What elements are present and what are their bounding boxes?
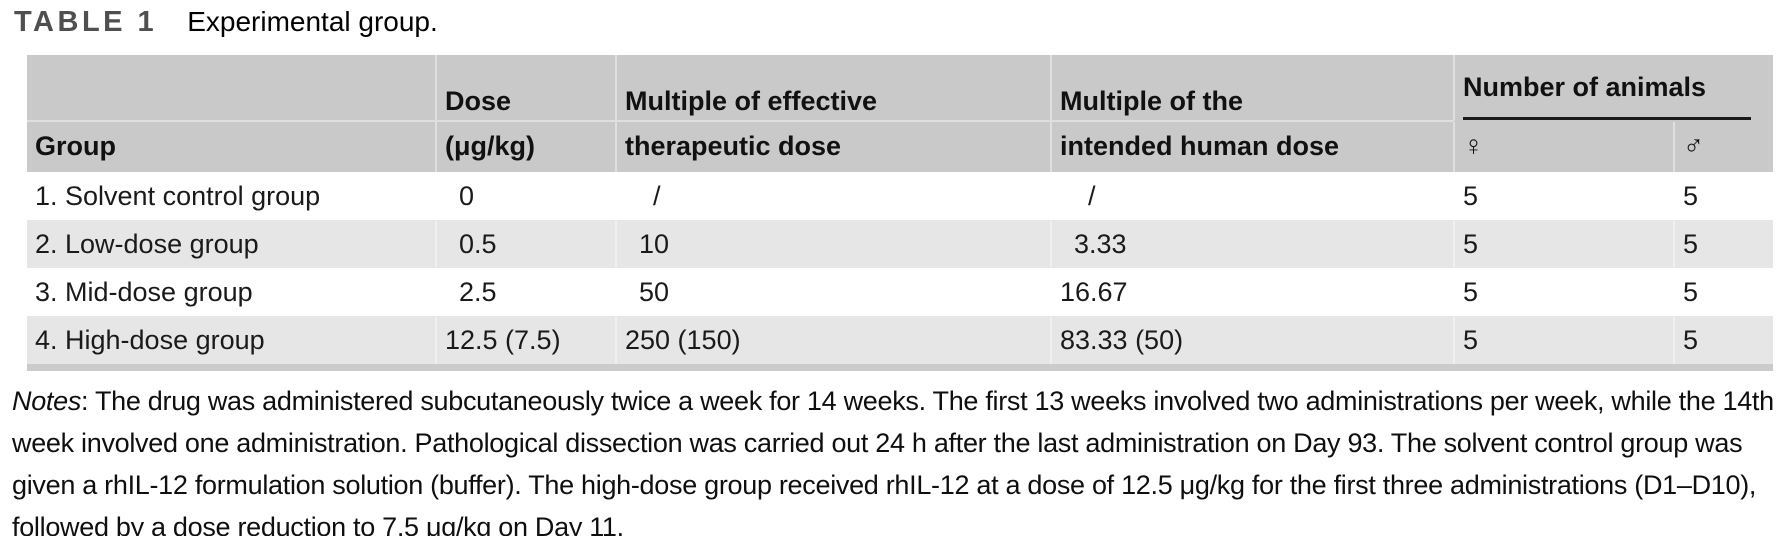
header-multiple-human-line2: intended human dose xyxy=(1050,122,1453,172)
cell-group: 4. High-dose group xyxy=(27,316,435,364)
cell-female-count: 5 xyxy=(1453,268,1673,316)
cell-female-count: 5 xyxy=(1453,220,1673,268)
cell-multiple-human: / xyxy=(1050,172,1453,220)
table-row-low-dose: 2. Low-dose group 0.5 10 3.33 5 5 xyxy=(27,220,1773,268)
cell-group: 3. Mid-dose group xyxy=(27,268,435,316)
cell-female-count: 5 xyxy=(1453,172,1673,220)
table-row-mid-dose: 3. Mid-dose group 2.5 50 16.67 5 5 xyxy=(27,268,1773,316)
header-row-bottom: Group (μg/kg) therapeutic dose intended … xyxy=(27,122,1773,172)
header-number-of-animals-group: Number of animals xyxy=(1453,55,1773,122)
female-icon: ♀ xyxy=(1453,122,1673,172)
cell-male-count: 5 xyxy=(1673,268,1773,316)
cell-male-count: 5 xyxy=(1673,172,1773,220)
cell-dose: 12.5 (7.5) xyxy=(435,316,615,364)
cell-male-count: 5 xyxy=(1673,220,1773,268)
number-of-animals-label: Number of animals xyxy=(1463,72,1707,102)
notes-line: given a rhIL-12 formulation solution (bu… xyxy=(12,470,1757,500)
cell-multiple-effective: / xyxy=(615,172,1050,220)
header-group-spacer xyxy=(27,55,435,122)
male-icon: ♂ xyxy=(1673,122,1773,172)
table-caption: Experimental group. xyxy=(187,6,438,37)
notes-line1-text: : The drug was administered subcutaneous… xyxy=(81,386,1774,416)
table-bottom-border xyxy=(27,364,1773,371)
cell-multiple-human: 3.33 xyxy=(1050,220,1453,268)
notes-label: Notes xyxy=(12,386,82,416)
table-row-high-dose: 4. High-dose group 12.5 (7.5) 250 (150) … xyxy=(27,316,1773,364)
table-number-label: TABLE 1 xyxy=(14,6,158,38)
header-multiple-effective-line2: therapeutic dose xyxy=(615,122,1050,172)
header-group: Group xyxy=(27,122,435,172)
cell-group: 2. Low-dose group xyxy=(27,220,435,268)
table-notes: Notes: The drug was administered subcuta… xyxy=(12,380,1774,536)
header-multiple-human-line1: Multiple of the xyxy=(1050,55,1453,122)
cell-multiple-effective: 10 xyxy=(615,220,1050,268)
table-title: TABLE 1 Experimental group. xyxy=(14,6,1780,42)
table-body: 1. Solvent control group 0 / / 5 5 2. Lo… xyxy=(27,172,1773,364)
cell-multiple-human: 16.67 xyxy=(1050,268,1453,316)
cell-dose: 0.5 xyxy=(435,220,615,268)
notes-line: week involved one administration. Pathol… xyxy=(12,428,1743,458)
cell-multiple-effective: 50 xyxy=(615,268,1050,316)
cell-dose: 2.5 xyxy=(435,268,615,316)
header-row-top: Dose Multiple of effective Multiple of t… xyxy=(27,55,1773,122)
experimental-group-table: Dose Multiple of effective Multiple of t… xyxy=(27,55,1773,364)
notes-line: followed by a dose reduction to 7.5 μg/k… xyxy=(12,512,624,536)
number-of-animals-rule xyxy=(1463,117,1751,120)
cell-male-count: 5 xyxy=(1673,316,1773,364)
cell-multiple-human: 83.33 (50) xyxy=(1050,316,1453,364)
cell-female-count: 5 xyxy=(1453,316,1673,364)
cell-group: 1. Solvent control group xyxy=(27,172,435,220)
header-dose-line1: Dose xyxy=(435,55,615,122)
header-dose-line2: (μg/kg) xyxy=(435,122,615,172)
table-header: Dose Multiple of effective Multiple of t… xyxy=(27,55,1773,172)
table-row-solvent-control: 1. Solvent control group 0 / / 5 5 xyxy=(27,172,1773,220)
cell-multiple-effective: 250 (150) xyxy=(615,316,1050,364)
cell-dose: 0 xyxy=(435,172,615,220)
header-multiple-effective-line1: Multiple of effective xyxy=(615,55,1050,122)
notes-line: Notes: The drug was administered subcuta… xyxy=(12,380,1774,422)
